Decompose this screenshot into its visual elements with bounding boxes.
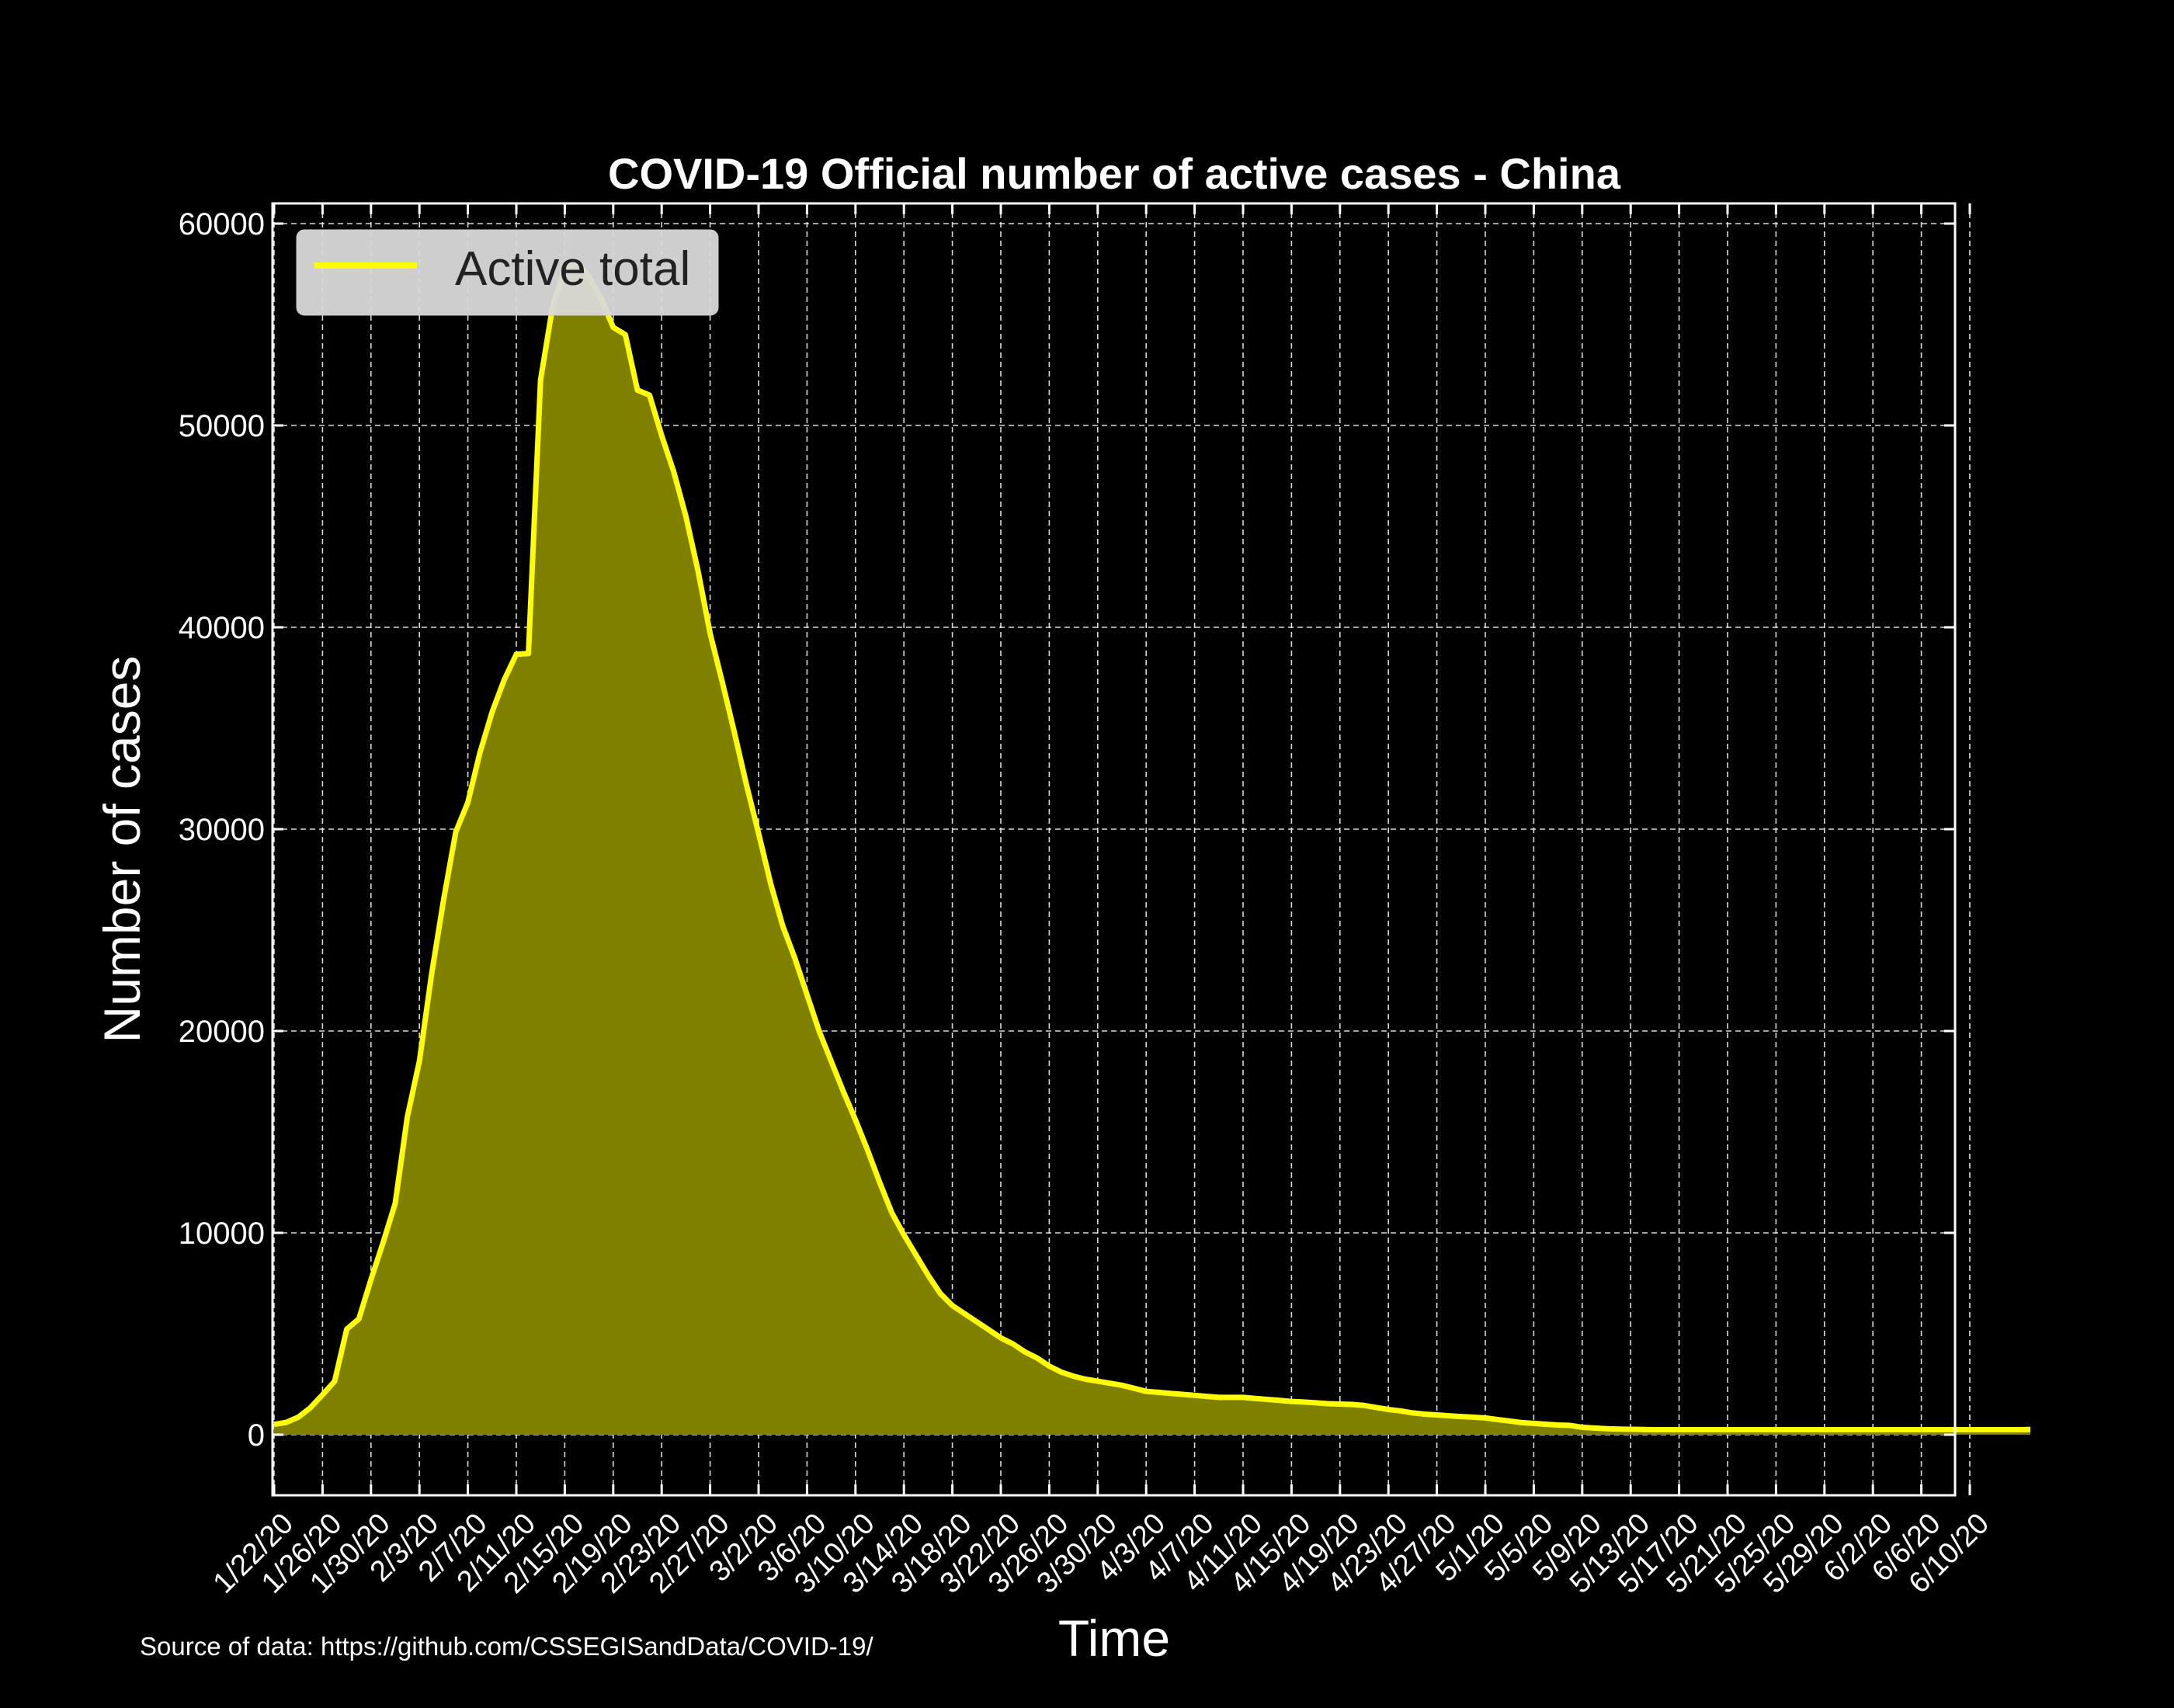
y-tick-label: 30000	[179, 813, 265, 847]
legend-box	[296, 229, 719, 316]
y-tick-label: 40000	[179, 611, 265, 645]
y-tick-label: 50000	[179, 409, 265, 443]
y-axis-ticks: 0 10000 20000 30000 40000 50000 60000	[179, 207, 1955, 1453]
plot-frame	[271, 202, 1957, 1497]
y-axis-label: Number of cases	[93, 656, 151, 1043]
y-tick-label: 0	[248, 1418, 265, 1453]
area-fill	[274, 261, 2030, 1435]
y-tick-label: 20000	[179, 1015, 265, 1049]
source-note: Source of data: https://github.com/CSSEG…	[140, 1632, 873, 1661]
x-axis-label: Time	[1058, 1609, 1170, 1667]
legend: Active total	[296, 229, 719, 316]
y-tick-label: 60000	[179, 207, 265, 241]
chart-title: COVID-19 Official number of active cases…	[608, 149, 1621, 198]
legend-label-active-total: Active total	[455, 242, 690, 296]
y-tick-label: 10000	[179, 1217, 265, 1251]
